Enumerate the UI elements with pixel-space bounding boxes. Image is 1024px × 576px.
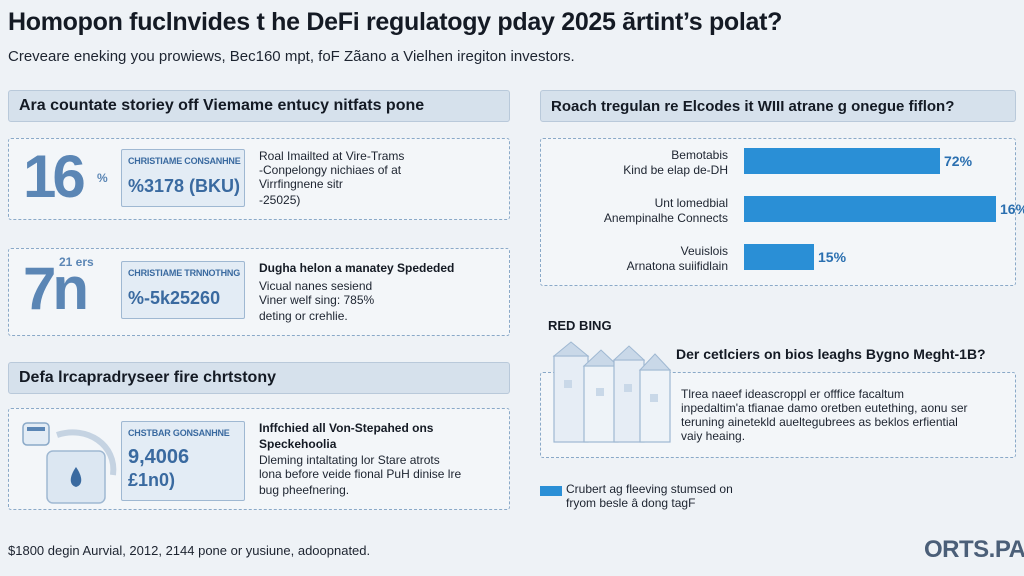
card1-line-2: -Conpelongy nichiaes of at [259, 163, 402, 177]
card1-line-4: -25025) [259, 193, 301, 207]
legend-line-2: fryom besle â dong tagF [566, 496, 696, 510]
bar-category-label: Veuislois Arnatona suiifidlain [626, 244, 728, 273]
water-tank-icon [22, 422, 117, 504]
card3-line-1: Dleming intaltating lor Stare atrots [259, 453, 440, 467]
card1-line-3: Virrfingnene sitr [259, 177, 343, 191]
card3-stat-box: CHSTBAR GONSANHNE 9,4006 £1n0) [121, 421, 245, 501]
page-subtitle: Crevеare enekіng you prowiews, Bec160 mp… [8, 48, 575, 65]
info-line-4: vaiy heaing. [681, 429, 746, 443]
buildings-illustration [552, 341, 672, 443]
info-line-2: inpedaltim'a tfianae damo oretben euteth… [681, 401, 968, 415]
bar [744, 244, 814, 270]
card1-stat-label: CHRISTIAME CONSANHNE [128, 156, 241, 166]
red-bing-label: RED BING [548, 318, 612, 333]
legend-swatch [540, 486, 562, 496]
stat-card-2: 7n 21 ers CHRISTIAME TRNNOTHNG %-5k25260… [8, 248, 510, 336]
info-line-3: teruning ainetekld aueltegubrees as bekl… [681, 415, 958, 429]
right-section-title: Roach tregulan re Elcodes it WIII atrane… [540, 90, 1016, 122]
card1-stat-value: %3178 (BKU) [128, 176, 241, 196]
bar-value-label: 15% [818, 249, 847, 265]
card3-line-3: bug pheefnering. [259, 483, 350, 497]
card3-line-2: lona before veide fional PuH dinise lre [259, 467, 462, 481]
bar-category-label: Bemotabis Kind be elap de-DH [623, 148, 728, 177]
card2-big-number: 7n [23, 255, 89, 322]
card1-big-number: 16 [23, 143, 86, 210]
left-section-title: Ara countate storiey off Viemame entucy … [8, 90, 510, 122]
card2-heading: Dugha helon a manatey Spededed [259, 261, 455, 275]
bar-value-label: 72% [944, 153, 973, 169]
card2-stat-value: %-5k25260 [128, 288, 221, 308]
card2-stat-label: CHRISTIAME TRNNOTHNG [128, 268, 240, 278]
card3-stat-value: 9,4006 [128, 446, 190, 468]
card2-big-suffix: 21 ers [59, 255, 94, 269]
bar [744, 148, 940, 174]
card2-line-2: Viner welf sing: 785% [259, 293, 375, 307]
card2-line-1: Vicual nanes sesiend [259, 279, 373, 293]
footer-note: $1800 degin Aurvial, 2012, 2144 pone or … [8, 543, 371, 558]
card3-stat-value-2: £1n0) [128, 470, 176, 490]
bar [744, 196, 996, 222]
card3-heading: Inffchied all Von-Stepahed ons [259, 421, 434, 435]
card1-big-suffix: % [97, 171, 108, 185]
stat-card-3: CHSTBAR GONSANHNE 9,4006 £1n0) Inffchied… [8, 408, 510, 510]
page-title: Homopon fuclnvides t he DeFi regulatogy … [8, 8, 783, 36]
card2-stat-box: CHRISTIAME TRNNOTHNG %-5k25260 [121, 261, 245, 319]
card1-stat-box: CHRISTIAME CONSANHNE %3178 (BKU) [121, 149, 245, 207]
card1-line-1: Roal Imailted at Vire-Trams [259, 149, 405, 163]
brand-logo: ORTS.PA [924, 536, 1024, 563]
right-question: Der cetlciers on bios leaghs Bygno Meght… [676, 346, 986, 362]
bar-value-label: 16% [1000, 201, 1024, 217]
card2-line-3: deting or crehlie. [259, 309, 348, 323]
legend-line-1: Crubert ag fleeving stumsed on [566, 482, 733, 496]
card3-heading-2: Speckehoolia [259, 437, 337, 451]
card3-stat-label: CHSTBAR GONSANHNE [128, 428, 230, 438]
bar-category-label: Unt lomedbial Anempinalhe Connects [603, 196, 728, 225]
stat-card-1: 16 % CHRISTIAME CONSANHNE %3178 (BKU) Ro… [8, 138, 510, 220]
left-section-title-2: Defa lrcapradryseer fire chrtstony [8, 362, 510, 394]
info-line-1: Tlrea naeef ideascroppl er offfice facal… [681, 387, 905, 401]
